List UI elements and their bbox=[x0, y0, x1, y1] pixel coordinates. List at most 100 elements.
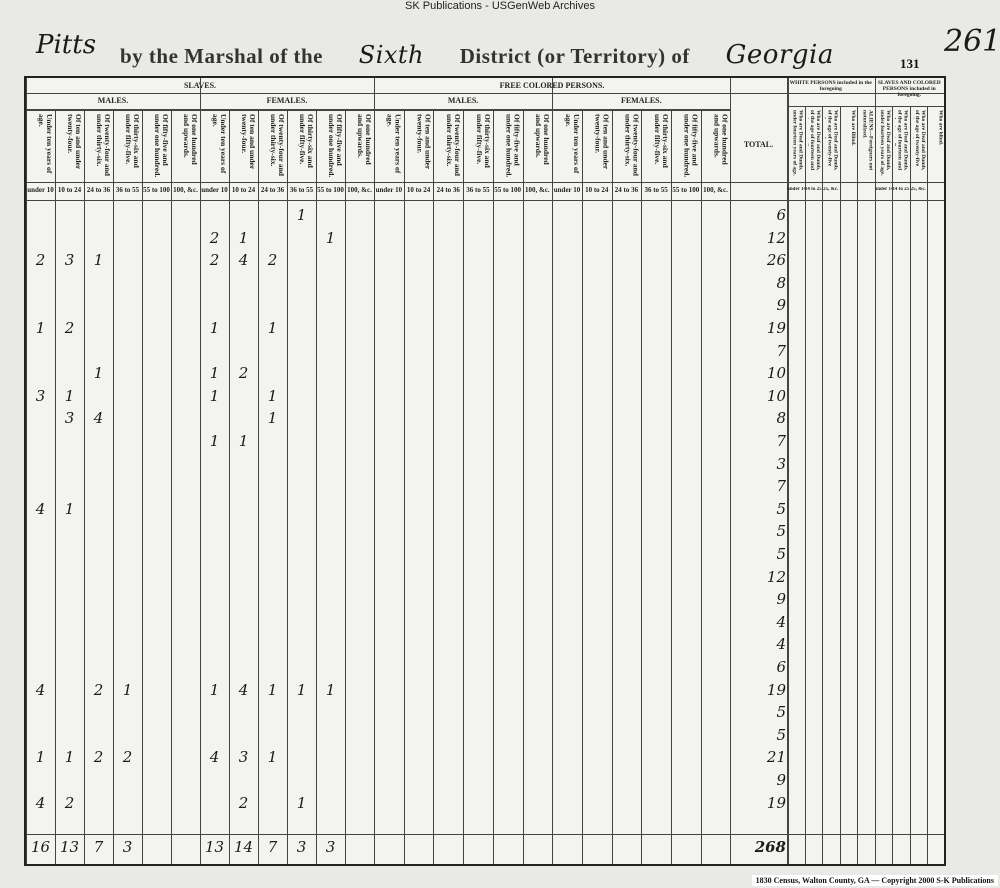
tally-cell: 2 bbox=[93, 680, 104, 699]
tally-cell: 1 bbox=[209, 319, 220, 337]
row-total: 8 bbox=[776, 409, 786, 428]
right-column-age-label: 14 to 25 bbox=[804, 187, 822, 192]
tally-cell: 3 bbox=[238, 748, 249, 767]
column-rule bbox=[857, 106, 858, 864]
row-total: 5 bbox=[776, 703, 786, 722]
row-total: 5 bbox=[776, 499, 786, 518]
row-total: 7 bbox=[776, 341, 786, 360]
tally-cell: 2 bbox=[209, 251, 220, 270]
column-description: Of thirty-six and under fifty-five. bbox=[474, 114, 491, 168]
column-age-label: 10 to 24 bbox=[231, 186, 256, 194]
rule-line bbox=[26, 109, 730, 110]
column-rule bbox=[804, 106, 806, 864]
tally-cell: 3 bbox=[64, 409, 75, 428]
column-description: Of fifty-five and under one hundred. bbox=[327, 114, 343, 178]
column-rule bbox=[316, 110, 317, 864]
rule-line bbox=[26, 834, 944, 835]
tally-cell: 1 bbox=[122, 680, 133, 699]
tally-cell: 1 bbox=[296, 793, 307, 812]
tally-cell: 1 bbox=[238, 432, 249, 450]
row-total: 19 bbox=[766, 680, 786, 699]
column-description: Of twenty-four and under thirty-six. bbox=[445, 114, 462, 176]
column-description: Under ten years of age. bbox=[211, 114, 227, 174]
stamped-page-number: 131 bbox=[900, 56, 920, 71]
column-age-label: under 10 bbox=[201, 186, 228, 194]
column-rule bbox=[730, 78, 731, 864]
column-rule bbox=[171, 110, 172, 864]
right-column-age-label: under 14 bbox=[874, 187, 893, 192]
column-description: Of twenty-four and under thirty-six. bbox=[623, 114, 640, 176]
column-age-label: 100, &c. bbox=[703, 186, 728, 194]
column-rule bbox=[26, 78, 27, 864]
column-age-label: 100, &c. bbox=[347, 186, 372, 194]
column-rule bbox=[581, 110, 583, 864]
column-description: Of thirty-six and under fifty-five. bbox=[298, 114, 314, 168]
row-total: 4 bbox=[776, 612, 786, 631]
column-description: Of one hundred and upwards. bbox=[356, 114, 372, 165]
column-rule bbox=[433, 110, 435, 864]
column-rule bbox=[258, 110, 259, 864]
column-rule bbox=[463, 110, 465, 864]
tally-cell: 2 bbox=[238, 793, 249, 812]
males-header: MALES. bbox=[447, 96, 479, 105]
total-header: TOTAL. bbox=[743, 140, 774, 149]
column-age-label: 55 to 100 bbox=[672, 186, 700, 194]
column-description: Under ten years of age. bbox=[37, 114, 53, 174]
column-rule bbox=[927, 106, 928, 864]
row-total: 7 bbox=[776, 477, 786, 496]
column-description: Of thirty-six and under fifty-five. bbox=[652, 114, 669, 168]
column-rule bbox=[822, 106, 823, 864]
white-persons-header: WHITE PERSONS included in the foregoing bbox=[789, 80, 872, 92]
column-rule bbox=[611, 110, 613, 864]
row-total: 5 bbox=[776, 725, 786, 744]
column-description: Of one hundred and upwards. bbox=[712, 114, 729, 165]
column-age-label: under 10 bbox=[553, 186, 581, 194]
column-rule bbox=[142, 110, 143, 864]
tally-cell: 16 bbox=[30, 838, 51, 856]
tally-cell: 1 bbox=[64, 499, 75, 518]
page-title: by the Marshal of the Sixth District (or… bbox=[120, 40, 834, 70]
row-total: 19 bbox=[766, 319, 786, 337]
right-column-description: ALIENS—Foreigners not naturalized. bbox=[861, 110, 874, 171]
column-age-label: 10 to 24 bbox=[57, 186, 82, 194]
tally-cell: 4 bbox=[35, 680, 46, 699]
handwritten-prefix: Pitts bbox=[36, 30, 97, 60]
column-rule bbox=[552, 78, 554, 864]
tally-cell: 14 bbox=[233, 838, 254, 856]
tally-cell: 4 bbox=[238, 251, 249, 270]
tally-cell: 1 bbox=[296, 680, 307, 699]
column-rule bbox=[345, 110, 346, 864]
column-age-label: 36 to 55 bbox=[644, 186, 668, 194]
handwritten-state: Georgia bbox=[725, 40, 834, 70]
tally-cell: 1 bbox=[267, 386, 278, 405]
tally-cell: 7 bbox=[93, 838, 104, 856]
column-age-label: 100, &c. bbox=[524, 186, 550, 194]
column-description: Of ten and under twenty-four. bbox=[593, 114, 610, 170]
column-description: Of fifty-five and under one hundred. bbox=[153, 114, 169, 178]
tally-cell: 3 bbox=[122, 838, 133, 856]
row-total: 5 bbox=[776, 545, 786, 563]
right-column-description: Who are Deaf and Dumb, under fourteen ye… bbox=[879, 110, 891, 176]
tally-cell: 1 bbox=[267, 748, 278, 767]
tally-cell: 1 bbox=[93, 364, 104, 383]
row-total: 3 bbox=[776, 454, 786, 473]
tally-cell: 13 bbox=[204, 838, 225, 856]
tally-cell: 2 bbox=[93, 748, 104, 767]
tally-cell: 2 bbox=[64, 319, 75, 337]
right-column-age-label: 14 to 25 bbox=[892, 187, 910, 192]
row-total: 26 bbox=[766, 251, 786, 270]
right-column-age-label: 25, &c. bbox=[823, 187, 839, 192]
row-total: 21 bbox=[766, 748, 786, 767]
rule-line bbox=[26, 93, 944, 94]
right-column-description: Who are Deaf and Dumb, of the age of twe… bbox=[825, 110, 839, 171]
row-total: 9 bbox=[776, 590, 786, 609]
tally-cell: 2 bbox=[64, 793, 75, 812]
column-rule bbox=[403, 110, 405, 864]
row-total: 12 bbox=[766, 567, 786, 586]
row-total: 9 bbox=[776, 296, 786, 315]
handwritten-district: Sixth bbox=[358, 41, 425, 69]
row-total: 5 bbox=[776, 522, 786, 541]
females-header: FEMALES. bbox=[266, 96, 308, 105]
column-rule bbox=[909, 106, 911, 864]
column-rule bbox=[671, 110, 672, 864]
